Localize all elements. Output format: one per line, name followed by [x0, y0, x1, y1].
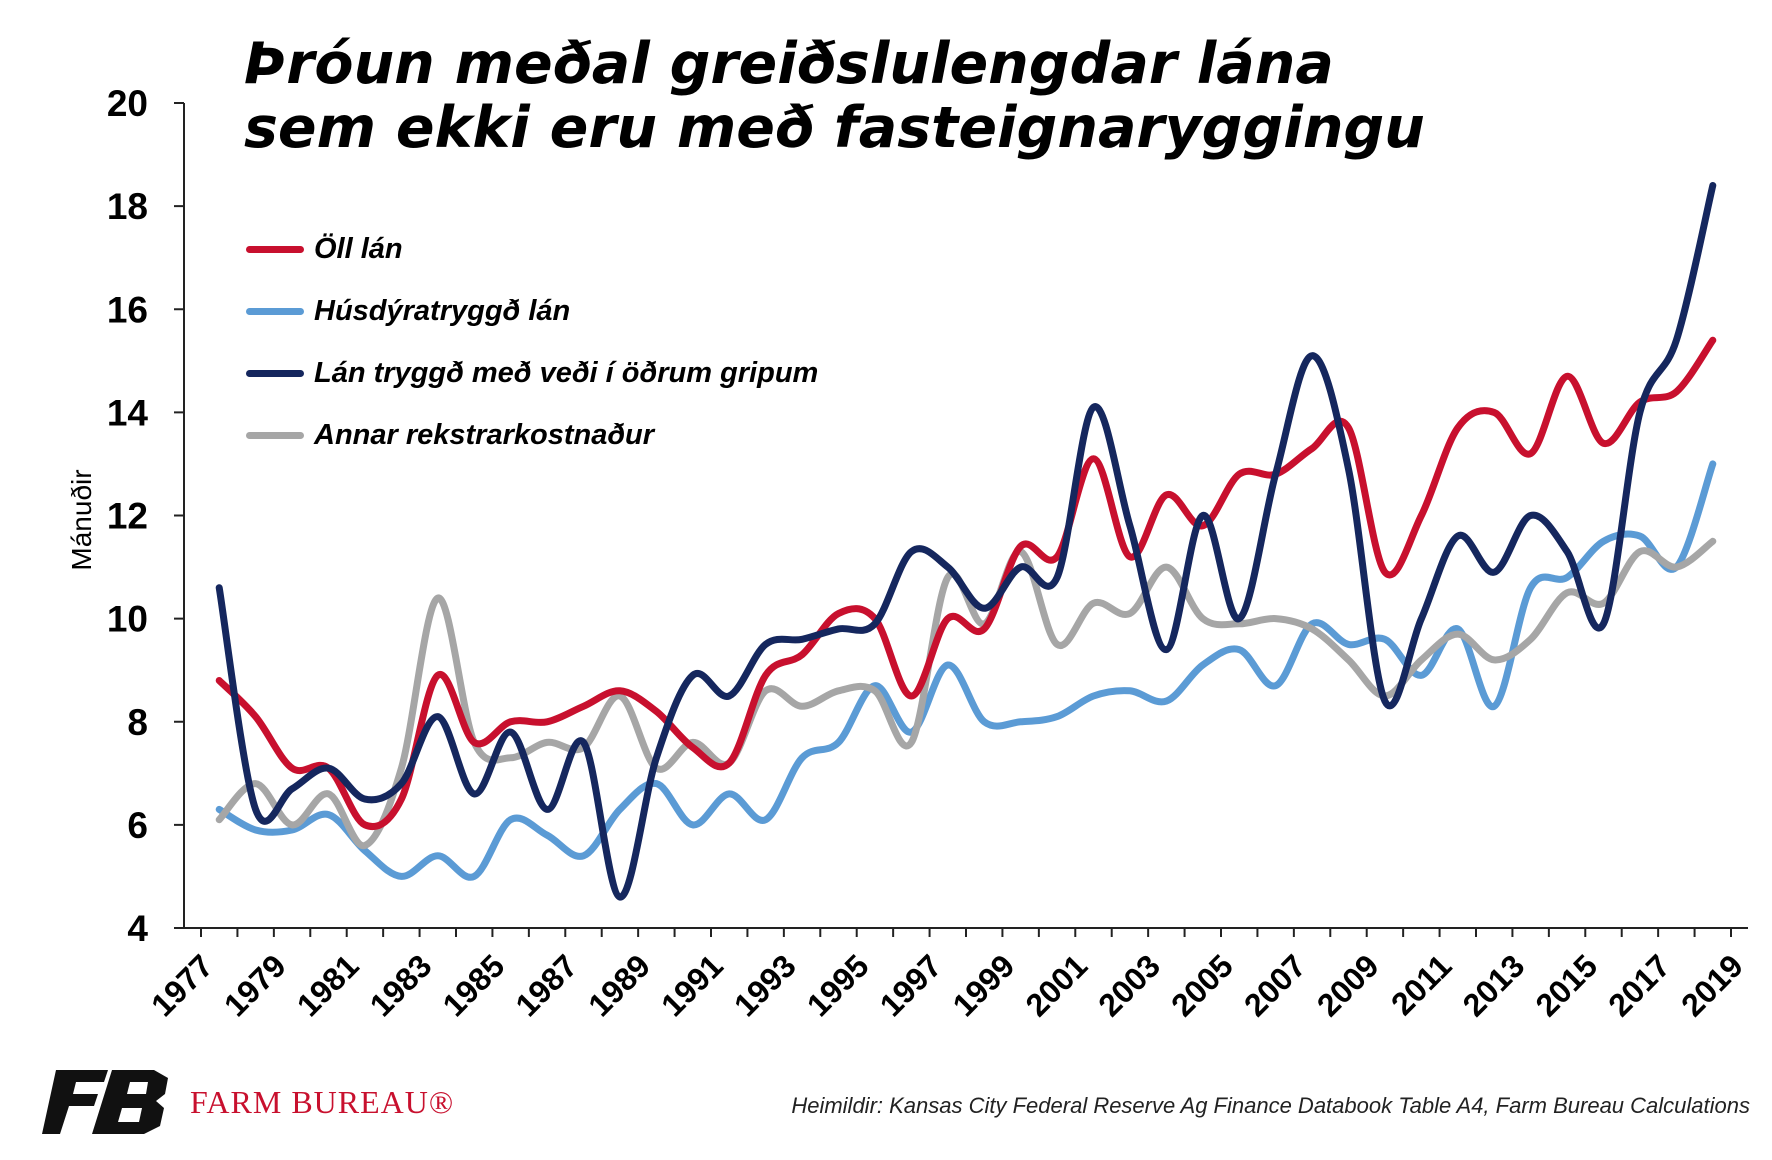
chart-axes	[174, 102, 1748, 937]
legend-label: Annar rekstrarkostnaður	[314, 418, 655, 451]
x-tick-label: 1999	[946, 947, 1022, 1023]
y-tick-label: 6	[127, 805, 148, 846]
legend-swatch	[246, 431, 304, 439]
x-tick-label: 2011	[1384, 947, 1459, 1022]
legend-swatch	[246, 307, 304, 315]
chart-title-line-2: sem ekki eru með fasteignaryggingu	[244, 95, 1425, 161]
series-line-all-loans	[215, 336, 1717, 831]
legend: Öll lán Húsdýratryggð lán Lán tryggð með…	[246, 218, 818, 466]
series-line-other-collateral-loans	[215, 182, 1717, 901]
y-tick-label: 14	[107, 392, 149, 433]
legend-item-other-collateral-loans: Lán tryggð með veði í öðrum gripum	[246, 342, 818, 404]
x-tick-label: 1997	[873, 947, 949, 1023]
x-tick-label: 2013	[1456, 947, 1532, 1023]
x-tick-label: 2001	[1018, 947, 1094, 1023]
x-tick-label: 1991	[654, 947, 730, 1023]
legend-swatch	[246, 369, 304, 377]
y-tick-label: 18	[107, 186, 148, 227]
x-tick-label: 2007	[1237, 947, 1313, 1023]
source-note: Heimildir: Kansas City Federal Reserve A…	[791, 1093, 1750, 1118]
farm-bureau-logo-icon	[42, 1070, 168, 1134]
y-tick-label: 10	[107, 599, 148, 640]
farm-bureau-logo-text: FARM BUREAU®	[190, 1083, 455, 1120]
y-tick-label: 12	[107, 496, 148, 537]
x-tick-label: 1981	[290, 947, 366, 1023]
series-line-livestock-loans	[215, 460, 1717, 881]
legend-item-all-loans: Öll lán	[246, 218, 818, 280]
farm-bureau-logo: FARM BUREAU®	[42, 1070, 454, 1134]
x-tick-label: 2009	[1310, 947, 1386, 1023]
y-axis-label: Mánuðir	[66, 469, 97, 571]
legend-label: Öll lán	[314, 232, 403, 265]
x-tick-label: 1995	[800, 947, 876, 1023]
y-tick-label: 20	[107, 83, 148, 124]
x-tick-label: 1977	[144, 947, 220, 1023]
legend-item-livestock-loans: Húsdýratryggð lán	[246, 280, 818, 342]
x-tick-label: 2017	[1601, 947, 1677, 1023]
x-tick-label: 1993	[727, 947, 803, 1023]
y-axis-label-wrap: Mánuðir	[62, 469, 102, 570]
chart-title-line-1: Þróun meðal greiðslulengdar lána	[244, 31, 1334, 97]
x-tick-label: 2005	[1164, 947, 1240, 1023]
series-line-other-operating	[215, 537, 1717, 849]
x-tick-label: 2019	[1674, 947, 1750, 1023]
x-tick-label: 1987	[508, 947, 584, 1023]
y-tick-label: 4	[127, 908, 148, 949]
legend-label: Húsdýratryggð lán	[314, 294, 571, 327]
chart-title: Þróun meðal greiðslulengdar lána sem ekk…	[244, 32, 1425, 160]
y-tick-label: 8	[127, 702, 148, 743]
legend-label: Lán tryggð með veði í öðrum gripum	[314, 356, 819, 389]
x-tick-label: 1985	[436, 947, 512, 1023]
x-tick-label: 2003	[1091, 947, 1167, 1023]
x-tick-label: 2015	[1528, 947, 1604, 1023]
x-tick-label: 1979	[217, 947, 293, 1023]
x-tick-label: 1983	[363, 947, 439, 1023]
legend-swatch	[246, 245, 304, 253]
y-tick-label: 16	[107, 289, 148, 330]
legend-item-other-operating: Annar rekstrarkostnaður	[246, 404, 818, 466]
x-tick-label: 1989	[581, 947, 657, 1023]
series-lines	[215, 182, 1717, 901]
